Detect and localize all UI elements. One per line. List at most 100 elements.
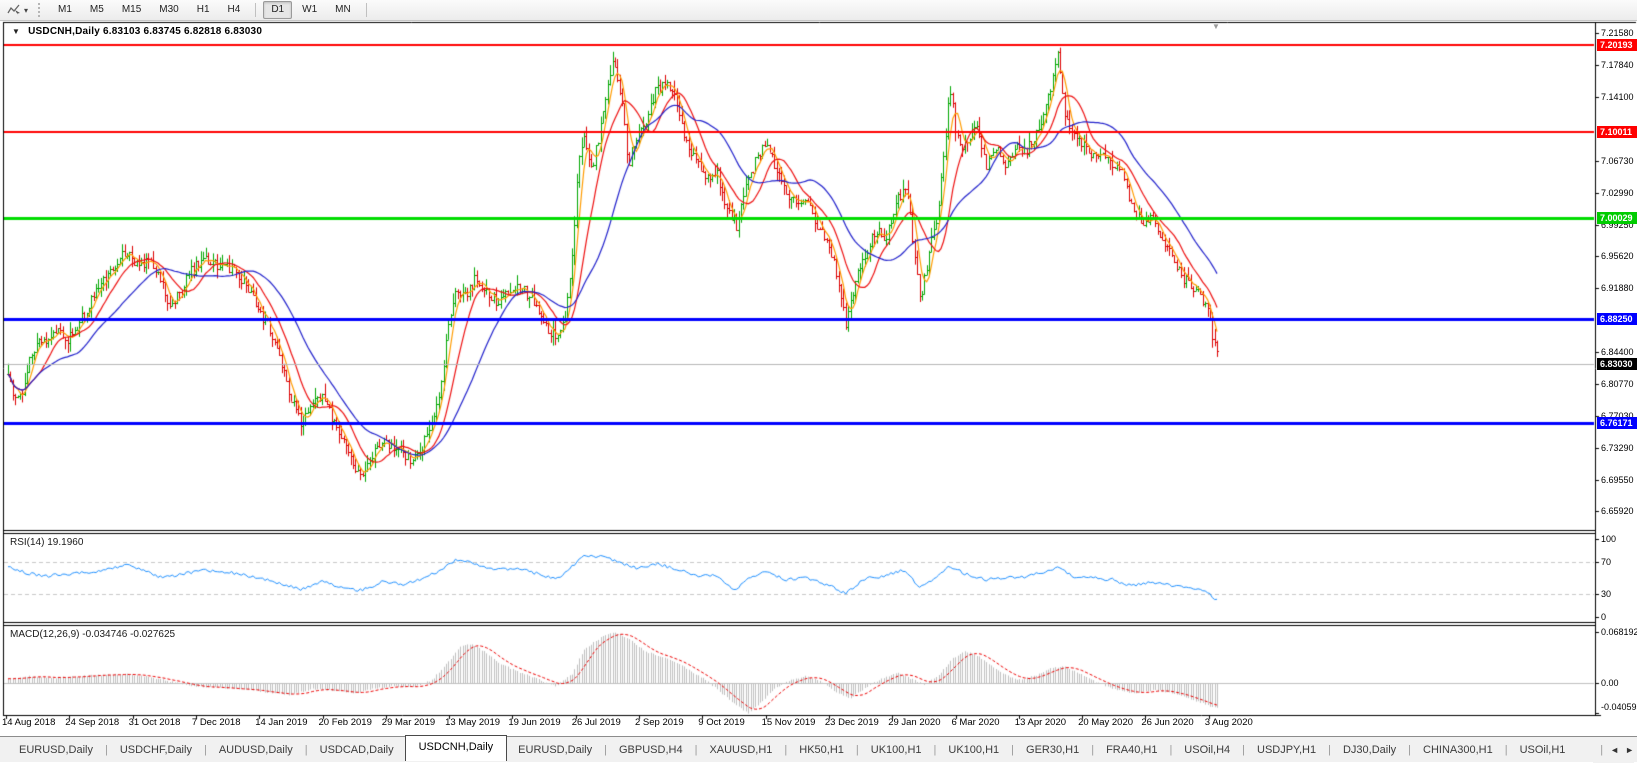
rsi-tick-label: 0 — [1601, 612, 1607, 622]
rsi-tick-label: 30 — [1601, 588, 1612, 599]
toolbar-grip[interactable] — [38, 3, 43, 17]
price-tick-label: 6.73290 — [1601, 442, 1634, 453]
chart-tab-china300-h1[interactable]: CHINA300,H1 — [1423, 743, 1493, 756]
timeframe-button-m5[interactable]: M5 — [89, 4, 104, 15]
price-tick-label: 7.06730 — [1601, 155, 1634, 166]
price-tick-label: 6.95620 — [1601, 250, 1634, 261]
chart-tab-eurusd-daily[interactable]: EURUSD,Daily — [19, 743, 93, 756]
chevron-down-icon[interactable]: ▾ — [24, 5, 29, 15]
timeframe-button-m30[interactable]: M30 — [159, 4, 179, 15]
timeframe-button-d1[interactable]: D1 — [263, 1, 293, 19]
chart-tab-audusd-daily[interactable]: AUDUSD,Daily — [218, 743, 293, 756]
price-level-badge: 7.10011 — [1597, 126, 1637, 139]
date-tick-label: 9 Oct 2019 — [698, 717, 745, 728]
date-tick-label: 19 Jun 2019 — [508, 717, 561, 728]
tab-separator: | — [203, 743, 207, 756]
price-level-badge: 6.83030 — [1597, 358, 1637, 371]
timeframe-button-mn[interactable]: MN — [335, 4, 351, 15]
date-tick-label: 6 Mar 2020 — [951, 717, 1000, 728]
chart-tab-ger30-h1[interactable]: GER30,H1 — [1026, 743, 1080, 756]
price-tick-label: 6.84400 — [1601, 347, 1634, 358]
toolbar-separator — [255, 3, 257, 17]
tab-separator: | — [1091, 743, 1095, 756]
chart-tab-usdcad-daily[interactable]: USDCAD,Daily — [319, 743, 394, 756]
price-level-badge: 6.88250 — [1597, 313, 1637, 326]
tab-separator: | — [1408, 743, 1412, 756]
date-tick-label: 26 Jul 2019 — [571, 717, 621, 728]
tab-separator: | — [1328, 743, 1331, 756]
collapse-indicator-icon[interactable]: ▼ — [12, 27, 21, 36]
rsi-tick-label: 100 — [1601, 534, 1617, 544]
tab-separator: | — [1169, 743, 1173, 756]
tab-scroll-right-icon[interactable]: ► — [1625, 745, 1634, 755]
tab-separator: | — [1504, 743, 1508, 756]
rsi-indicator-label: RSI(14) 19.1960 — [10, 537, 84, 548]
price-tick-label: 6.91880 — [1601, 283, 1634, 294]
date-tick-label: 23 Dec 2019 — [824, 717, 879, 728]
date-tick-label: 20 Feb 2019 — [318, 717, 372, 728]
date-tick-label: 14 Aug 2018 — [2, 717, 56, 728]
chart-tab-dj30-daily[interactable]: DJ30,Daily — [1342, 743, 1397, 756]
price-tick-label: 6.65920 — [1601, 506, 1634, 517]
chart-tab-fra40-h1[interactable]: FRA40,H1 — [1106, 743, 1158, 756]
date-tick-label: 15 Nov 2019 — [761, 717, 816, 728]
price-level-badge: 7.00029 — [1597, 212, 1637, 225]
date-tick-label: 31 Oct 2018 — [128, 717, 181, 728]
chart-tab-usdchf-daily[interactable]: USDCHF,Daily — [119, 743, 192, 756]
chart-tab-eurusd-daily[interactable]: EURUSD,Daily — [518, 743, 593, 756]
tab-separator: | — [694, 743, 698, 756]
date-tick-label: 13 Apr 2020 — [1014, 717, 1067, 728]
tab-separator: | — [604, 743, 607, 756]
tab-separator: | — [933, 743, 937, 756]
timeframe-button-m1[interactable]: M1 — [58, 4, 72, 15]
date-tick-label: 29 Jan 2020 — [888, 717, 941, 728]
price-tick-label: 6.99250 — [1601, 219, 1634, 230]
date-tick-label: 14 Jan 2019 — [255, 717, 308, 728]
chart-title: ▼ USDCNH,Daily 6.83103 6.83745 6.82818 6… — [12, 26, 262, 37]
date-tick-label: 29 Mar 2019 — [381, 717, 436, 728]
price-tick-label: 7.14100 — [1601, 92, 1634, 103]
price-tick-label: 7.17840 — [1601, 60, 1634, 71]
timeframe-button-h1[interactable]: H1 — [196, 4, 210, 15]
date-tick-label: 13 May 2019 — [445, 717, 501, 728]
macd-tick-label: 0.00 — [1601, 678, 1619, 688]
chart-tab-usdcnh-daily[interactable]: USDCNH,Daily — [404, 735, 508, 761]
chart-tab-usoil-h4[interactable]: USOil,H4 — [1184, 743, 1231, 756]
macd-tick-label: -0.040593 — [1601, 702, 1637, 712]
price-tick-label: 6.80770 — [1601, 378, 1634, 389]
tab-separator: | — [1600, 744, 1604, 756]
toolbar-separator — [365, 3, 367, 17]
timeframe-button-w1[interactable]: W1 — [302, 4, 318, 15]
timeframe-button-h4[interactable]: H4 — [227, 4, 241, 15]
chart-tab-xauusd-h1[interactable]: XAUUSD,H1 — [709, 743, 773, 756]
chart-tab-hk50-h1[interactable]: HK50,H1 — [799, 743, 844, 756]
chart-tab-gbpusd-h4[interactable]: GBPUSD,H4 — [619, 743, 683, 756]
chart-ohlc-values: 6.83103 6.83745 6.82818 6.83030 — [102, 26, 263, 37]
chart-tab-usoil-h1[interactable]: USOil,H1 — [1519, 743, 1566, 756]
price-tick-label: 6.77030 — [1601, 410, 1634, 421]
chart-tab-uk100-h1[interactable]: UK100,H1 — [870, 743, 922, 756]
price-tick-label: 7.02990 — [1601, 187, 1634, 198]
timeframe-buttons: M1 M5 M15 M30 H1 H4 D1 W1 MN — [49, 1, 373, 19]
chart-cursor-icon[interactable] — [4, 2, 24, 18]
date-tick-label: 24 Sep 2018 — [65, 717, 120, 728]
date-tick-label: 26 Jun 2020 — [1141, 717, 1194, 728]
tab-separator: | — [304, 743, 308, 756]
date-tick-label: 2 Sep 2019 — [635, 717, 684, 728]
tab-separator: | — [784, 743, 788, 756]
chart-tab-usdjpy-h1[interactable]: USDJPY,H1 — [1257, 743, 1317, 756]
price-level-badge: 6.76171 — [1597, 417, 1637, 430]
date-tick-label: 7 Dec 2018 — [191, 717, 241, 728]
tab-scroll-arrows: | ◄ ► — [1593, 737, 1634, 763]
tab-separator: | — [104, 743, 108, 756]
chart-shift-marker-icon: ▼ — [1212, 22, 1220, 31]
timeframe-button-m15[interactable]: M15 — [121, 4, 142, 15]
tab-scroll-left-icon[interactable]: ◄ — [1610, 745, 1620, 755]
tab-separator: | — [1242, 743, 1245, 756]
chart-symbol-timeframe: USDCNH,Daily — [28, 26, 100, 37]
chart-tab-uk100-h1[interactable]: UK100,H1 — [948, 743, 1000, 756]
price-tick-label: 7.21580 — [1601, 28, 1634, 38]
rsi-tick-label: 70 — [1601, 557, 1612, 568]
price-tick-label: 6.69550 — [1601, 474, 1634, 485]
